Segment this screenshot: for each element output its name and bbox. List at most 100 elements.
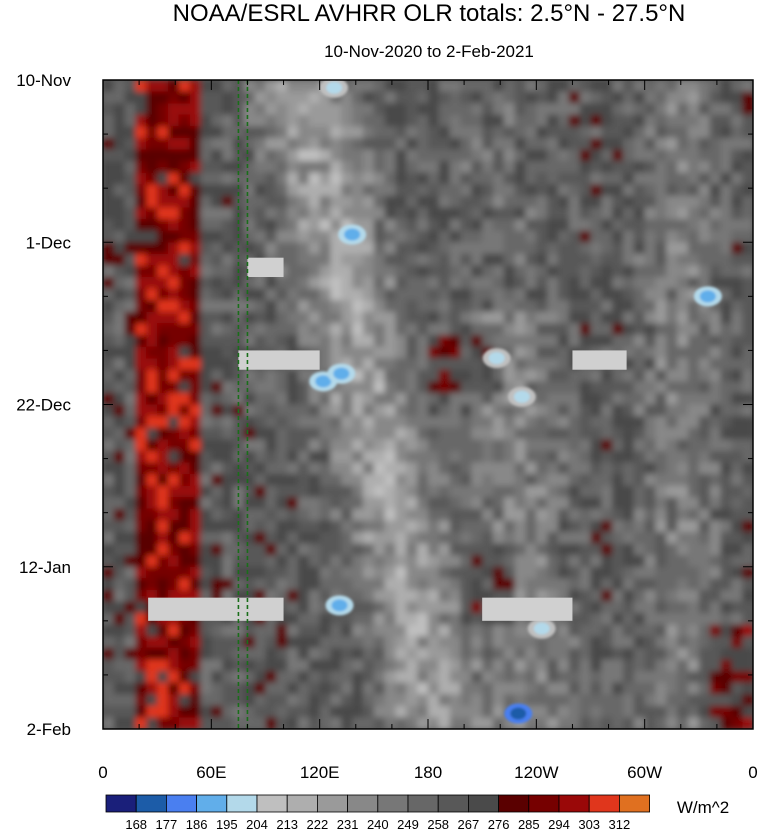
- olr-cell: [471, 126, 483, 139]
- olr-cell: [243, 91, 256, 104]
- olr-cell: [536, 137, 548, 151]
- olr-cell: [373, 450, 386, 464]
- olr-cell: [601, 566, 613, 579]
- olr-cell: [698, 265, 711, 278]
- olr-cell: [298, 555, 310, 568]
- olr-cell: [590, 277, 602, 290]
- olr-cell: [384, 149, 397, 162]
- olr-cell: [298, 462, 310, 475]
- olr-cell: [612, 265, 624, 278]
- olr-cell: [623, 636, 635, 649]
- olr-cell: [265, 369, 277, 382]
- olr-cell: [146, 184, 158, 197]
- olr-cell: [460, 242, 472, 255]
- olr-cell: [623, 427, 635, 440]
- olr-cell: [666, 671, 678, 684]
- olr-cell: [601, 624, 613, 637]
- olr-cell: [644, 392, 657, 406]
- olr-cell: [579, 126, 592, 139]
- olr-cell: [168, 195, 180, 209]
- olr-cell: [363, 578, 375, 591]
- olr-cell: [558, 555, 570, 568]
- olr-cell: [438, 450, 451, 464]
- olr-cell: [395, 694, 407, 707]
- olr-cell: [406, 184, 418, 197]
- olr-cell: [352, 242, 364, 255]
- olr-cell: [688, 497, 700, 510]
- olr-cell: [373, 404, 386, 417]
- olr-cell: [503, 497, 516, 510]
- olr-cell: [200, 404, 212, 417]
- olr-cell: [243, 230, 256, 243]
- olr-cell: [601, 161, 613, 174]
- olr-cell: [417, 184, 429, 197]
- olr-cell: [558, 253, 570, 266]
- olr-cell: [330, 335, 342, 348]
- olr-cell: [406, 485, 418, 498]
- olr-cell: [330, 427, 342, 440]
- olr-cell: [688, 508, 700, 521]
- olr-cell: [633, 416, 646, 429]
- olr-cell: [514, 265, 527, 278]
- olr-cell: [449, 323, 462, 336]
- olr-cell: [352, 439, 364, 452]
- olr-cell: [200, 300, 212, 313]
- olr-cell: [330, 103, 342, 116]
- olr-cell: [449, 288, 462, 301]
- olr-cell: [601, 311, 613, 324]
- olr-cell: [178, 589, 191, 603]
- olr-cell: [633, 277, 646, 290]
- olr-cell: [449, 427, 462, 440]
- olr-cell: [644, 508, 657, 521]
- olr-cell: [742, 381, 753, 394]
- olr-cell: [178, 439, 191, 452]
- olr-cell: [113, 184, 126, 197]
- olr-cell: [189, 474, 202, 487]
- olr-cell: [298, 161, 310, 174]
- olr-cell: [157, 462, 169, 475]
- olr-cell: [243, 659, 256, 672]
- olr-cell: [460, 149, 472, 162]
- olr-cell: [590, 381, 602, 394]
- olr-cell: [211, 578, 223, 591]
- olr-cell: [395, 346, 407, 359]
- olr-cell: [287, 369, 299, 382]
- olr-cell: [341, 589, 353, 603]
- olr-cell: [623, 485, 635, 498]
- olr-cell: [298, 450, 310, 464]
- olr-cell: [720, 624, 732, 637]
- olr-cell: [157, 439, 169, 452]
- olr-cell: [720, 439, 732, 452]
- olr-cell: [254, 311, 267, 324]
- olr-cell: [146, 705, 158, 718]
- colorbar-label: 177: [156, 817, 178, 830]
- olr-cell: [590, 253, 602, 266]
- olr-cell: [525, 346, 537, 359]
- olr-cell: [731, 520, 743, 533]
- olr-cell: [438, 137, 451, 151]
- olr-cell: [471, 91, 483, 104]
- olr-cell: [601, 578, 613, 591]
- olr-cell: [384, 589, 397, 603]
- olr-cell: [135, 474, 147, 487]
- colorbar-swatch: [528, 794, 560, 813]
- olr-cell: [243, 717, 256, 729]
- olr-cell: [276, 671, 288, 684]
- olr-cell: [558, 497, 570, 510]
- olr-cell: [633, 91, 646, 104]
- olr-cell: [157, 253, 169, 266]
- olr-cell: [352, 323, 364, 336]
- olr-cell: [677, 601, 689, 614]
- olr-cell: [103, 682, 115, 695]
- olr-cell: [428, 103, 440, 116]
- olr-cell: [503, 485, 516, 498]
- olr-cell: [677, 311, 689, 324]
- olr-cell: [720, 427, 732, 440]
- olr-cell: [395, 149, 407, 162]
- olr-cell: [677, 346, 689, 359]
- olr-cell: [482, 578, 494, 591]
- olr-cell: [254, 705, 267, 718]
- olr-cell: [449, 543, 462, 556]
- olr-cell: [493, 578, 505, 591]
- olr-cell: [449, 335, 462, 348]
